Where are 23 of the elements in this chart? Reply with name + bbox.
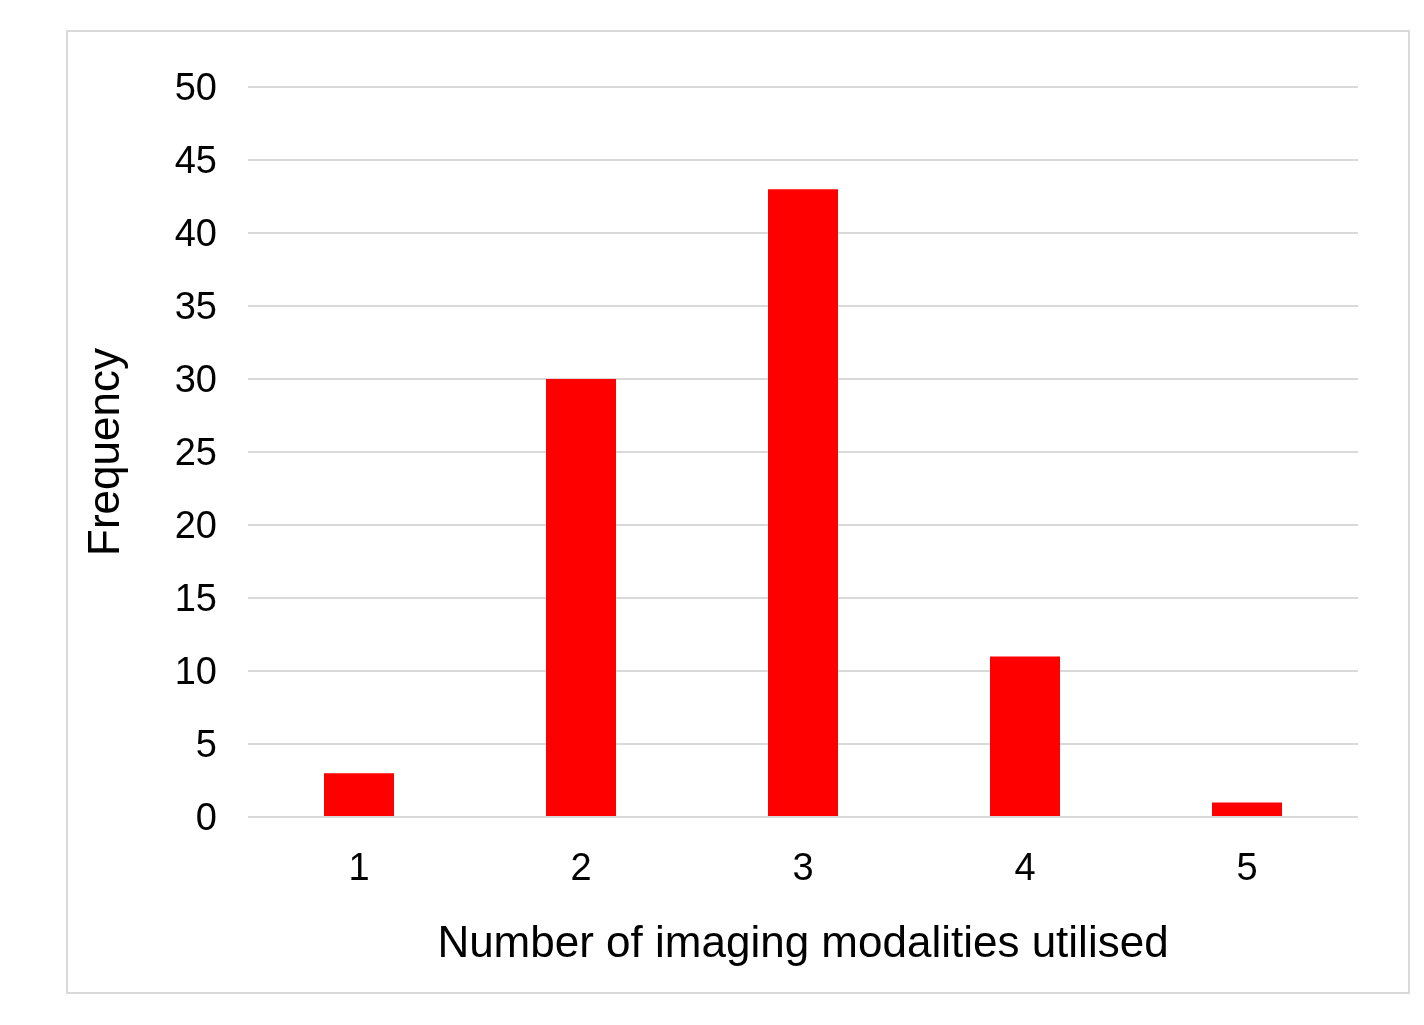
y-tick-label: 25 <box>174 431 217 474</box>
x-tick-label: 1 <box>348 845 370 888</box>
y-tick-label: 45 <box>174 139 217 182</box>
y-tick-label: 40 <box>174 212 217 255</box>
y-tick-label: 0 <box>195 796 217 839</box>
y-tick-label: 10 <box>174 650 217 693</box>
x-tick-label: 3 <box>792 845 814 888</box>
y-tick-label: 35 <box>174 285 217 328</box>
x-axis-title: Number of imaging modalities utilised <box>437 917 1169 966</box>
x-tick-label: 2 <box>570 845 592 888</box>
y-tick-label: 30 <box>174 358 217 401</box>
y-tick-label: 5 <box>195 723 217 766</box>
bar <box>546 379 616 817</box>
x-tick-label: 5 <box>1236 845 1258 888</box>
bar <box>768 189 838 817</box>
bar <box>324 773 394 817</box>
y-axis-title: Frequency <box>78 348 128 556</box>
y-tick-label: 15 <box>174 577 217 620</box>
y-tick-label: 50 <box>174 66 217 109</box>
x-tick-label: 4 <box>1014 845 1036 888</box>
bar <box>990 656 1060 817</box>
y-tick-label: 20 <box>174 504 217 547</box>
bar <box>1212 802 1282 817</box>
